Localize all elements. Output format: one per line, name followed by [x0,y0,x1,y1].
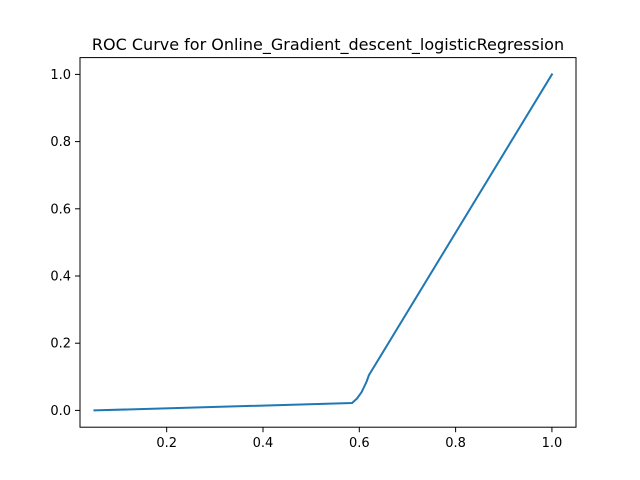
y-tick-label: 0.6 [50,202,71,217]
x-tick-label: 0.4 [253,436,274,451]
x-tick-label: 1.0 [542,436,563,451]
x-tick-label: 0.2 [156,436,177,451]
y-tick-label: 0.2 [50,337,71,352]
roc-curve-line [93,73,554,412]
y-tick-label: 0.4 [50,270,71,285]
chart-title: ROC Curve for Online_Gradient_descent_lo… [92,35,564,55]
y-tick-label: 1.0 [50,68,71,83]
axes-frame [79,57,577,428]
plot-area: 0.2 0.4 0.6 0.8 1.0 0.0 0.2 0.4 0.6 0.8 1.0 [50,68,562,451]
x-tick-label: 0.6 [349,436,370,451]
x-tick-label: 0.8 [445,436,466,451]
y-tick-label: 0.0 [50,404,71,419]
y-tick-label: 0.8 [50,135,71,150]
